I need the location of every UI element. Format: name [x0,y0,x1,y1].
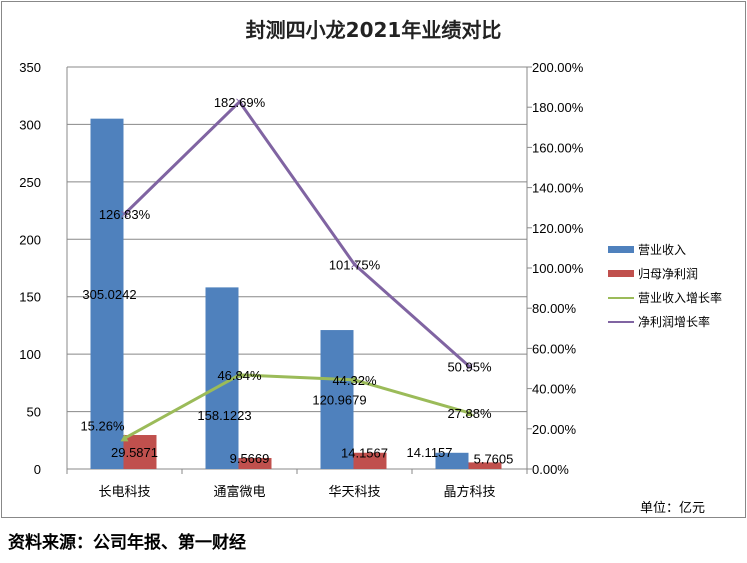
bar-归母净利润 [238,458,272,469]
right-tick-label: 40.00% [532,382,577,397]
data-label: 15.26% [80,418,125,433]
data-label: 120.9679 [312,393,366,408]
right-tick-label: 20.00% [532,422,577,437]
data-label: 46.84% [217,368,262,383]
plot-area: 0 50 100 150 200 250 300 350 0.00% 20.00% 40.00% 60… [19,60,584,499]
legend-swatch [608,270,634,277]
chart-title: 封测四小龙2021年业绩对比 [245,18,502,42]
line-净利润增长率 [123,99,471,368]
marker-x [236,98,243,106]
data-label: 14.1157 [406,445,452,460]
right-tick-label: 60.00% [532,341,577,356]
data-label: 50.95% [447,360,492,375]
right-tick-label: 200.00% [532,60,584,75]
left-tick-label: 0 [34,462,41,477]
data-label: 158.1223 [197,408,251,423]
legend-label: 营业收入增长率 [638,291,723,305]
bar-营业收入 [90,118,124,469]
marker-triangle [235,370,244,378]
bar-归母净利润 [353,452,387,469]
data-label: 305.0242 [82,287,136,302]
right-tick-label: 160.00% [532,140,584,155]
right-tick-label: 100.00% [532,261,584,276]
bar-营业收入 [435,452,469,469]
legend-item: 净利润增长率 [608,313,710,330]
chart-frame [1,1,746,518]
legend-line-icon [608,320,634,323]
right-tick-label: 120.00% [532,221,584,236]
legend-swatch [608,246,634,253]
right-tick-label: 180.00% [532,100,584,115]
right-tick-label: 80.00% [532,301,577,316]
left-tick-label: 150 [19,290,41,305]
left-tick-label: 350 [19,60,41,75]
legend-line-icon [608,296,634,299]
bar-归母净利润 [123,435,157,469]
marker-x [121,210,128,218]
marker-triangle [120,434,129,442]
left-tick-label: 200 [19,232,41,247]
marker-triangle [350,375,359,383]
marker-triangle [465,408,474,416]
legend-label: 归母净利润 [638,267,699,281]
data-label: 29.5871 [111,445,158,460]
x-tick-label: 通富微电 [213,484,265,499]
left-tick-label: 300 [19,117,41,132]
marker-x [466,363,473,370]
left-tick-label: 100 [19,347,41,362]
data-label: 27.88% [447,406,492,421]
legend-item: 营业收入 [608,241,686,258]
legend-item: 归母净利润 [608,265,698,282]
x-tick-label: 长电科技 [98,484,150,499]
data-label: 14.1567 [341,446,388,461]
bar-营业收入 [320,330,354,469]
x-tick-label: 华天科技 [328,484,380,499]
left-tick-label: 50 [27,405,41,420]
right-tick-label: 0.00% [532,462,569,477]
legend-item: 营业收入增长率 [608,289,722,306]
data-label: 9.5669 [230,451,270,466]
line-营业收入增长率 [123,373,470,440]
data-label: 182.69% [214,95,266,110]
bar-归母净利润 [468,462,502,469]
data-label: 44.32% [332,373,377,388]
data-label: 101.75% [329,257,381,272]
legend-label: 营业收入 [638,243,687,257]
right-tick-label: 140.00% [532,181,584,196]
data-label: 5.7605 [474,451,514,466]
source-note: 资料来源：公司年报、第一财经 [8,533,246,553]
legend-label: 净利润增长率 [638,315,711,329]
unit-label: 单位：亿元 [640,501,706,516]
marker-x [351,261,358,268]
data-label: 126.83% [99,207,151,222]
left-tick-label: 250 [19,175,41,190]
x-tick-label: 晶方科技 [443,484,495,499]
